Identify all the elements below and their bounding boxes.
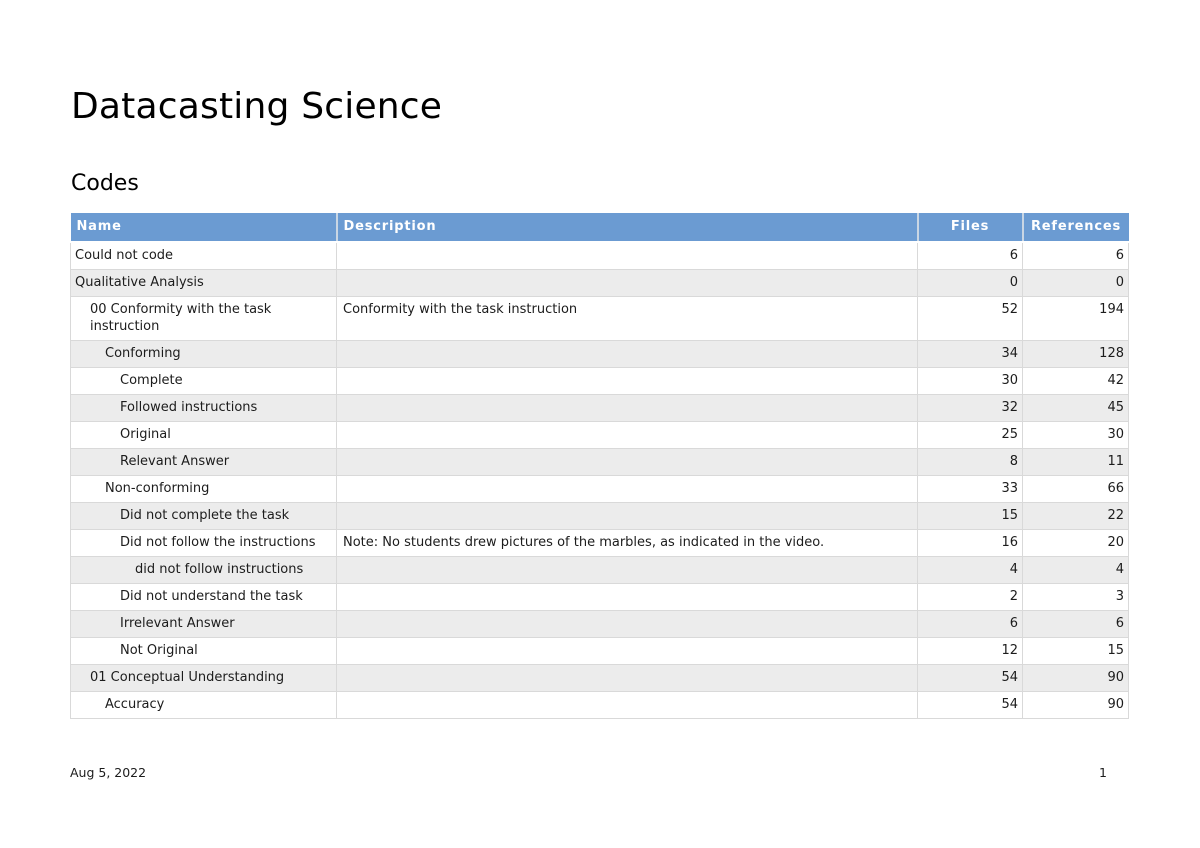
table-row: Non-conforming 33 66 [70,475,1129,503]
code-references-count: 11 [1022,448,1129,476]
table-row: Did not complete the task 15 22 [70,502,1129,530]
code-files-count: 34 [917,340,1023,368]
code-references-count: 90 [1022,664,1129,692]
table-row: Complete 30 42 [70,367,1129,395]
code-description [336,269,918,297]
code-description [336,691,918,719]
code-description [336,394,918,422]
code-description [336,241,918,270]
code-references-count: 15 [1022,637,1129,665]
code-references-count: 194 [1022,296,1129,341]
column-header-name: Name [70,213,337,243]
table-row: Not Original 12 15 [70,637,1129,665]
code-references-count: 3 [1022,583,1129,611]
table-row: Did not follow the instructions Note: No … [70,529,1129,557]
table-row: 00 Conformity with the task instruction C… [70,296,1129,341]
code-files-count: 12 [917,637,1023,665]
code-name: Did not understand the task [70,583,337,611]
code-files-count: 8 [917,448,1023,476]
header-row: Name Description Files References [70,213,1129,243]
column-header-references: References [1021,213,1129,243]
table-row: Irrelevant Answer 6 6 [70,610,1129,638]
code-name: 00 Conformity with the task instruction [70,296,337,341]
code-references-count: 45 [1022,394,1129,422]
code-name: Did not complete the task [70,502,337,530]
code-name: Complete [70,367,337,395]
codes-table-header: Name Description Files References [70,213,1129,243]
code-references-count: 6 [1022,610,1129,638]
codes-table-body: Could not code 6 6 Qualitative Analysis 0 0 00… [70,241,1129,719]
document-page: Datacasting Science Codes Name Descripti… [0,84,1200,848]
code-files-count: 0 [917,269,1023,297]
code-description [336,421,918,449]
code-files-count: 6 [917,241,1023,270]
code-description [336,583,918,611]
code-references-count: 90 [1022,691,1129,719]
code-name: Could not code [70,241,337,270]
code-references-count: 30 [1022,421,1129,449]
table-row: Qualitative Analysis 0 0 [70,269,1129,297]
code-references-count: 66 [1022,475,1129,503]
code-name: Not Original [70,637,337,665]
column-header-description: Description [335,213,918,243]
code-name: Irrelevant Answer [70,610,337,638]
code-description [336,664,918,692]
table-row: Could not code 6 6 [70,241,1129,270]
code-name: Accuracy [70,691,337,719]
code-name: Qualitative Analysis [70,269,337,297]
code-name: Relevant Answer [70,448,337,476]
footer-date: Aug 5, 2022 [70,765,147,780]
page-title: Datacasting Science [71,86,443,127]
code-name: 01 Conceptual Understanding [70,664,337,692]
code-description [336,340,918,368]
code-description [336,448,918,476]
code-references-count: 22 [1022,502,1129,530]
code-name: Conforming [70,340,337,368]
code-files-count: 4 [917,556,1023,584]
footer-page-number: 1 [1099,765,1107,780]
code-references-count: 4 [1022,556,1129,584]
code-files-count: 54 [917,691,1023,719]
code-description: Conformity with the task instruction [336,296,918,341]
column-header-files: Files [916,213,1023,243]
code-name: did not follow instructions [70,556,337,584]
code-files-count: 6 [917,610,1023,638]
table-row: Original 25 30 [70,421,1129,449]
code-files-count: 30 [917,367,1023,395]
code-files-count: 54 [917,664,1023,692]
code-description [336,610,918,638]
code-description [336,502,918,530]
code-description [336,367,918,395]
code-references-count: 128 [1022,340,1129,368]
code-references-count: 0 [1022,269,1129,297]
section-heading: Codes [71,171,139,196]
code-name: Followed instructions [70,394,337,422]
code-description [336,637,918,665]
code-description [336,475,918,503]
table-row: Conforming 34 128 [70,340,1129,368]
code-files-count: 32 [917,394,1023,422]
table-row: 01 Conceptual Understanding 54 90 [70,664,1129,692]
code-references-count: 20 [1022,529,1129,557]
code-description [336,556,918,584]
page-footer: Aug 5, 2022 1 [70,765,1128,780]
table-row: Relevant Answer 8 11 [70,448,1129,476]
code-references-count: 42 [1022,367,1129,395]
code-files-count: 25 [917,421,1023,449]
code-files-count: 33 [917,475,1023,503]
table-row: did not follow instructions 4 4 [70,556,1129,584]
code-files-count: 15 [917,502,1023,530]
table-row: Did not understand the task 2 3 [70,583,1129,611]
table-row: Accuracy 54 90 [70,691,1129,719]
code-name: Did not follow the instructions [70,529,337,557]
codes-table: Name Description Files References Could … [70,213,1129,719]
table-row: Followed instructions 32 45 [70,394,1129,422]
code-name: Non-conforming [70,475,337,503]
code-files-count: 2 [917,583,1023,611]
code-files-count: 16 [917,529,1023,557]
code-references-count: 6 [1022,241,1129,270]
code-name: Original [70,421,337,449]
code-files-count: 52 [917,296,1023,341]
code-description: Note: No students drew pictures of the m… [336,529,918,557]
